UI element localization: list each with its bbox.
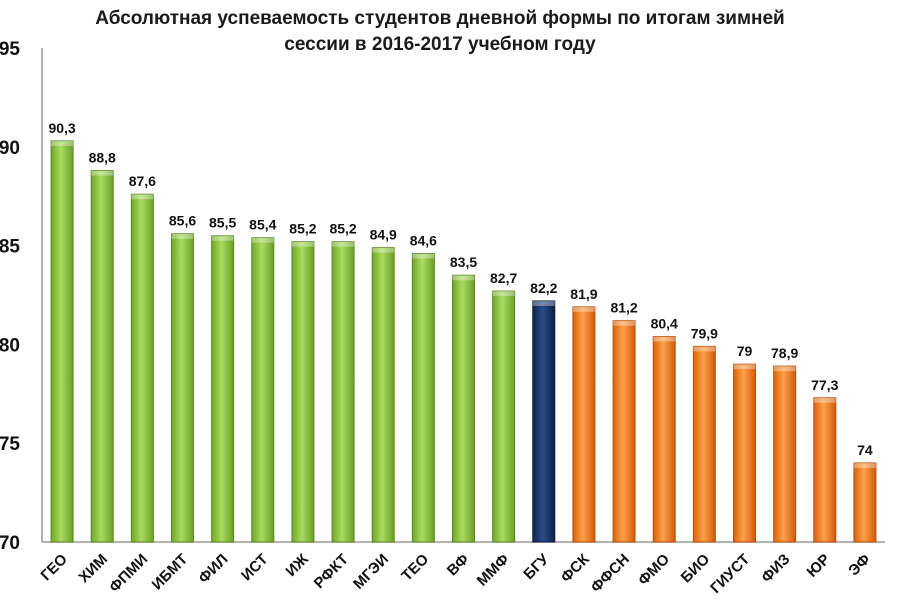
x-tick-label: ММФ <box>474 551 513 590</box>
bar-cap <box>131 194 154 200</box>
bar-cap <box>613 320 636 326</box>
y-tick-label: 70 <box>0 533 20 554</box>
bar-cap <box>51 140 74 146</box>
bar-cap <box>813 397 836 403</box>
bar-cap <box>171 233 194 239</box>
data-label: 85,4 <box>249 217 276 233</box>
bar-cap <box>532 300 555 306</box>
bar-ГИУСТ <box>733 363 756 543</box>
x-tick-label: МГЭИ <box>350 551 392 593</box>
y-tick-label: 85 <box>0 237 20 258</box>
bar-ММФ <box>492 290 516 543</box>
x-tick-label: ФИЗ <box>758 551 793 586</box>
bar-cap <box>452 275 475 281</box>
data-label: 81,9 <box>570 286 597 302</box>
bar-cap <box>733 364 756 370</box>
bar-ИЖ <box>291 241 315 543</box>
x-tick-label: ИБМТ <box>149 551 192 594</box>
x-tick-label: ЭФ <box>845 551 874 580</box>
y-tick-labels: 70 75 80 85 90 95 <box>0 39 20 554</box>
bar-ФПМИ <box>130 193 154 543</box>
x-tick-label: ФСК <box>558 550 594 586</box>
x-tick-label: ВФ <box>444 551 473 580</box>
bar-ФИЗ <box>773 365 797 543</box>
data-label: 82,7 <box>490 270 517 286</box>
bar-cap <box>693 346 716 352</box>
data-labels: 90,3 88,8 87,6 85,6 85,5 85,4 85,2 85,2 84,9 84,6… <box>48 120 872 458</box>
bar-ФМО <box>652 335 676 543</box>
bar-cap <box>653 336 676 342</box>
chart-title-line-1: Абсолютная успеваемость студентов дневно… <box>95 8 785 29</box>
y-tick-label: 75 <box>0 434 20 455</box>
x-tick-label: БГУ <box>520 550 553 583</box>
x-tick-label: ЮР <box>804 551 834 581</box>
data-label: 79,9 <box>691 325 718 341</box>
data-label: 85,2 <box>329 221 356 237</box>
x-tick-label: БИО <box>678 551 714 587</box>
x-tick-label: РФКТ <box>311 551 352 592</box>
data-label: 90,3 <box>48 120 75 136</box>
bar-БИО <box>692 345 716 543</box>
bar-cap <box>372 247 395 253</box>
x-tick-label: ХИМ <box>75 551 111 587</box>
x-tick-label: ГЕО <box>38 551 72 585</box>
y-tick-label: 90 <box>0 138 20 159</box>
bar-cap <box>291 241 314 247</box>
data-label: 78,9 <box>771 345 798 361</box>
bar-cap <box>853 462 876 468</box>
data-label: 87,6 <box>129 173 156 189</box>
data-label: 77,3 <box>811 377 838 393</box>
chart-title-line-2: сессии в 2016-2017 учебном году <box>284 34 596 55</box>
bar-ЮР <box>813 397 837 543</box>
bar-ИСТ <box>251 237 275 543</box>
data-label: 85,2 <box>289 221 316 237</box>
data-label: 79 <box>737 343 753 359</box>
x-tick-label: ФФСН <box>588 551 633 596</box>
data-label: 80,4 <box>651 315 678 331</box>
y-tick-label: 80 <box>0 335 20 356</box>
data-label: 82,2 <box>530 280 557 296</box>
bar-cap <box>412 253 435 259</box>
data-label: 83,5 <box>450 254 477 270</box>
bar-МГЭИ <box>371 247 395 543</box>
bar-ИБМТ <box>171 233 194 543</box>
bar-ХИМ <box>90 170 114 543</box>
bar-cap <box>91 170 114 176</box>
chart-title: Абсолютная успеваемость студентов дневно… <box>40 6 840 58</box>
bars <box>50 140 877 543</box>
bar-cap <box>211 235 234 241</box>
data-label: 85,5 <box>209 215 236 231</box>
data-label: 84,9 <box>370 227 397 243</box>
data-label: 88,8 <box>89 150 116 166</box>
bar-ФФСН <box>612 320 636 543</box>
bar-ФСК <box>572 306 596 543</box>
x-tick-label: ФИЛ <box>195 551 231 587</box>
data-label: 81,2 <box>610 300 637 316</box>
x-tick-label: ТЕО <box>398 551 432 585</box>
x-tick-label: ФПМИ <box>106 551 151 596</box>
y-tick-label: 95 <box>0 39 20 60</box>
bar-ЭФ <box>853 462 877 543</box>
bar-ГЕО <box>50 140 74 543</box>
bar-cap <box>773 366 796 372</box>
bar-БГУ <box>532 300 556 543</box>
bar-ФИЛ <box>211 235 235 543</box>
bar-ВФ <box>452 274 475 543</box>
bar-cap <box>572 306 595 312</box>
x-tick-label: ФМО <box>635 551 673 589</box>
x-tick-label: ИЖ <box>283 550 313 580</box>
x-tick-label: ГИУСТ <box>707 551 753 597</box>
bar-ТЕО <box>411 253 435 543</box>
x-tick-label: ИСТ <box>238 551 272 585</box>
bar-cap <box>332 241 355 247</box>
data-label: 85,6 <box>169 213 196 229</box>
data-label: 84,6 <box>410 233 437 249</box>
bar-cap <box>492 291 515 297</box>
bar-РФКТ <box>331 241 355 543</box>
data-label: 74 <box>857 442 873 458</box>
bar-cap <box>251 237 274 243</box>
